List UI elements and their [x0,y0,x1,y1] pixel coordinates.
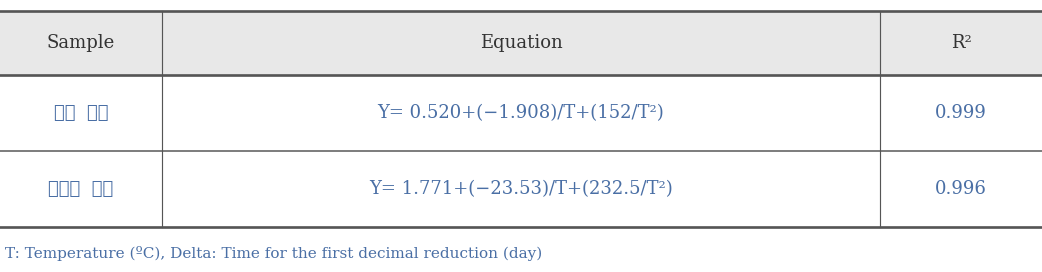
Text: 무지방  우유: 무지방 우유 [48,180,114,198]
Text: R²: R² [951,34,971,52]
Text: 0.996: 0.996 [936,180,987,198]
Text: 일반  우유: 일반 우유 [53,104,108,122]
Text: Sample: Sample [47,34,115,52]
Text: Y= 1.771+(−23.53)/T+(232.5/T²): Y= 1.771+(−23.53)/T+(232.5/T²) [369,180,673,198]
Text: Equation: Equation [479,34,563,52]
Text: T: Temperature (ºC), Delta: Time for the first decimal reduction (day): T: Temperature (ºC), Delta: Time for the… [5,246,543,261]
Bar [0,11,1042,75]
Text: Y= 0.520+(−1.908)/T+(152/T²): Y= 0.520+(−1.908)/T+(152/T²) [377,104,665,122]
Text: 0.999: 0.999 [936,104,987,122]
